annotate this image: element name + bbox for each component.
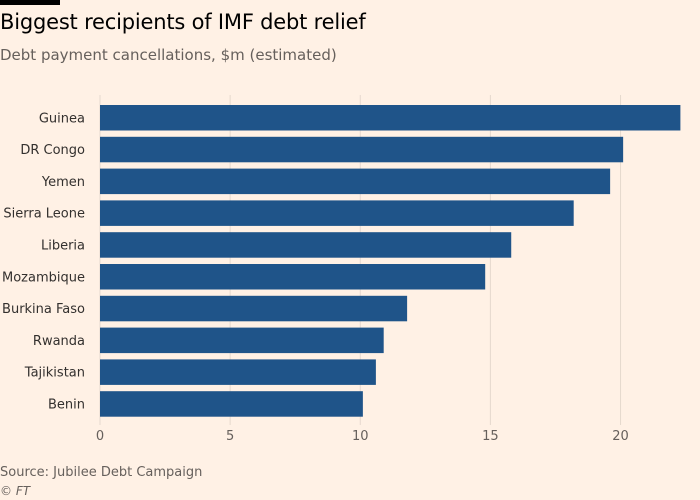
category-label: Yemen <box>41 175 85 190</box>
bar-rwanda <box>100 327 384 354</box>
bar-mozambique <box>100 264 486 290</box>
x-tick-label: 10 <box>352 429 369 444</box>
category-label: Mozambique <box>2 270 85 285</box>
category-label: Tajikistan <box>24 366 85 381</box>
bar-yemen <box>100 168 611 195</box>
category-labels: Guinea DR Congo Yemen Sierra Leone Liberia Mo… <box>2 111 85 412</box>
bars <box>100 105 681 417</box>
category-label: Rwanda <box>33 334 85 349</box>
bar-guinea <box>100 105 681 131</box>
bar-liberia <box>100 232 512 258</box>
x-axis-tick-labels: 0 5 10 15 20 <box>96 429 629 444</box>
brand-bar <box>0 0 60 5</box>
chart-title: Biggest recipients of IMF debt relief <box>0 10 366 34</box>
x-tick-label: 15 <box>482 429 499 444</box>
copyright-credit: © FT <box>0 484 31 498</box>
source-note: Source: Jubilee Debt Campaign <box>0 465 203 480</box>
x-tick-label: 20 <box>612 429 629 444</box>
category-label: Benin <box>48 397 85 412</box>
bar-chart: Guinea DR Congo Yemen Sierra Leone Liberia Mo… <box>2 95 681 444</box>
category-label: DR Congo <box>20 143 85 158</box>
bar-sierra-leone <box>100 200 574 226</box>
chart-subtitle: Debt payment cancellations, $m (estimate… <box>0 46 337 64</box>
category-label: Burkina Faso <box>2 302 85 317</box>
bar-tajikistan <box>100 359 376 385</box>
category-label: Sierra Leone <box>3 207 85 222</box>
x-tick-label: 0 <box>96 429 104 444</box>
bar-burkina-faso <box>100 295 408 322</box>
bar-benin <box>100 391 363 417</box>
bar-dr-congo <box>100 136 624 163</box>
category-label: Guinea <box>39 111 85 126</box>
category-label: Liberia <box>41 238 85 253</box>
x-tick-label: 5 <box>226 429 234 444</box>
